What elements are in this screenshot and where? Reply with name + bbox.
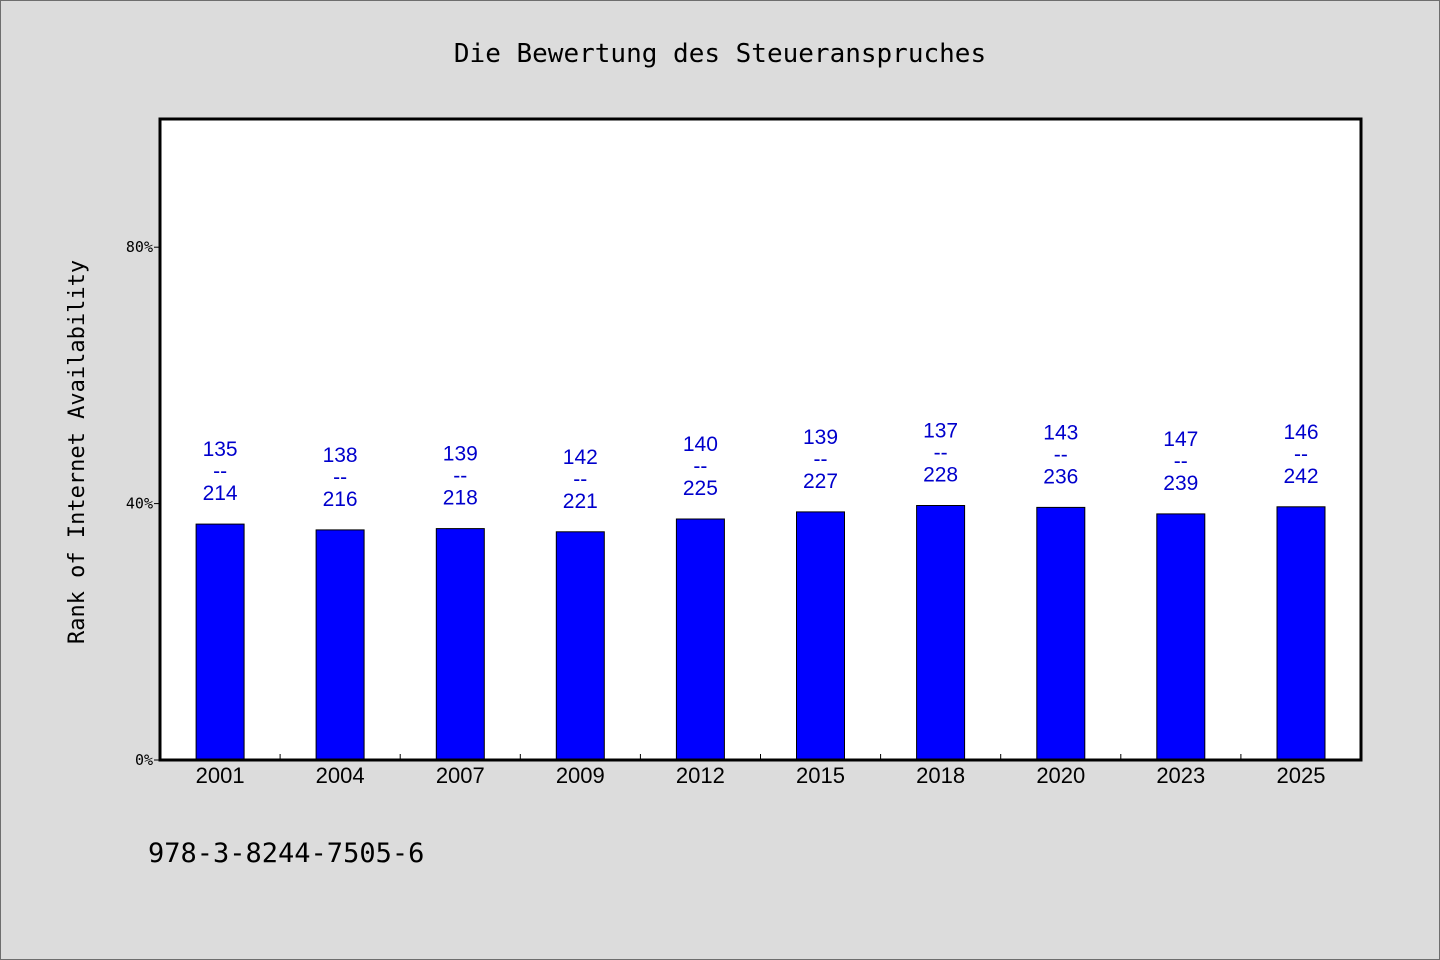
data-label-2015-line-1: 139 (803, 426, 838, 449)
data-label-2015-line-2: -- (814, 448, 828, 471)
x-tick-label-2015: 2015 (796, 763, 845, 788)
data-label-2004-line-3: 216 (323, 488, 358, 511)
data-label-2001-line-2: -- (213, 460, 227, 483)
data-label-2009-line-2: -- (573, 468, 587, 491)
data-label-2001-line-3: 214 (203, 482, 238, 505)
bar-2015 (796, 511, 845, 761)
x-tick-label-2018: 2018 (916, 763, 965, 788)
data-label-2007-line-2: -- (453, 465, 467, 488)
y-tick-label-40: 40% (126, 495, 153, 513)
data-label-2018-line-2: -- (934, 442, 948, 465)
data-label-2004-line-2: -- (333, 466, 347, 489)
bar-2001 (195, 523, 245, 761)
data-label-2009-line-3: 221 (563, 490, 598, 513)
data-label-2009-line-1: 142 (563, 446, 598, 469)
x-tick-label-2023: 2023 (1156, 763, 1205, 788)
data-label-2004-line-1: 138 (323, 444, 358, 467)
data-label-2012-line-1: 140 (683, 433, 718, 456)
data-label-2015-line-3: 227 (803, 470, 838, 493)
x-tick-label-2001: 2001 (196, 763, 245, 788)
bar-2004 (315, 529, 365, 761)
bar-2012 (675, 518, 725, 761)
x-tick-label-2004: 2004 (316, 763, 365, 788)
data-label-2001-line-1: 135 (203, 438, 238, 461)
y-tick-label-0: 0% (135, 751, 153, 769)
data-label-2025-line-1: 146 (1283, 421, 1318, 444)
chart-title: Die Bewertung des Steueranspruches (454, 39, 986, 69)
bars-layer (195, 505, 1326, 761)
data-label-2018-line-1: 137 (923, 420, 958, 443)
y-tick-label-80: 80% (126, 238, 153, 256)
data-label-2020-line-1: 143 (1043, 421, 1078, 444)
data-label-2012-line-2: -- (693, 455, 707, 478)
data-label-2023-line-1: 147 (1163, 428, 1198, 451)
data-label-2018-line-3: 228 (923, 464, 958, 487)
data-label-2020-line-3: 236 (1043, 465, 1078, 488)
x-tick-label-2007: 2007 (436, 763, 485, 788)
data-labels-layer: 135--214138--216139--218142--221140--225… (203, 420, 1319, 513)
x-tick-label-2012: 2012 (676, 763, 725, 788)
bar-2009 (555, 531, 605, 761)
data-label-2007-line-3: 218 (443, 487, 478, 510)
x-tick-label-2020: 2020 (1036, 763, 1085, 788)
data-label-2023-line-2: -- (1174, 450, 1188, 473)
data-label-2025-line-2: -- (1294, 443, 1308, 466)
bar-2025 (1276, 506, 1326, 761)
y-axis-label: Rank of Internet Availability (65, 260, 90, 644)
data-label-2012-line-3: 225 (683, 477, 718, 500)
bar-2023 (1156, 513, 1206, 761)
y-axis: 0% 40% 80% (126, 238, 160, 769)
data-label-2007-line-1: 139 (443, 443, 478, 466)
isbn-text: 978-3-8244-7505-6 (148, 838, 424, 869)
bar-2020 (1036, 506, 1086, 761)
x-tick-label-2025: 2025 (1277, 763, 1326, 788)
data-label-2020-line-2: -- (1054, 443, 1068, 466)
data-label-2023-line-3: 239 (1163, 472, 1198, 495)
data-label-2025-line-3: 242 (1283, 465, 1318, 488)
bar-2018 (916, 505, 966, 761)
x-tick-label-2009: 2009 (556, 763, 605, 788)
bar-2007 (435, 528, 485, 761)
x-axis: 2001 2004 2007 2009 2012 2015 2018 2020 2023 2025 (196, 754, 1326, 788)
